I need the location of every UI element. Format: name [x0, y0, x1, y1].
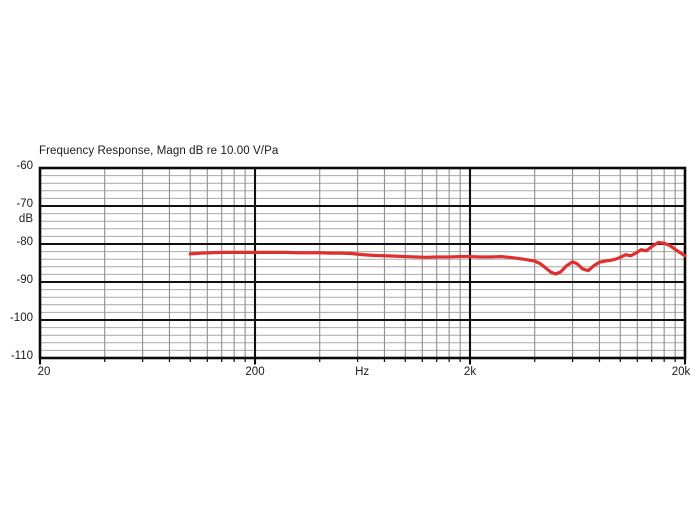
plot-frame [38, 166, 687, 360]
chart-title: Frequency Response, Magn dB re 10.00 V/P… [39, 145, 279, 157]
x-axis-tick-label: 20 [37, 366, 51, 378]
y-axis-tick-label: -100 [9, 312, 33, 324]
y-axis-tick-label: -70 [16, 198, 33, 210]
x-axis-tick-label: 2k [463, 366, 477, 378]
x-axis-tick-label: 20k [671, 366, 691, 378]
x-axis-label: Hz [355, 366, 370, 378]
y-axis-label: dB [18, 213, 33, 226]
major-vertical-gridlines [253, 168, 472, 358]
y-axis-tick-label: -110 [10, 350, 33, 362]
minor-horizontal-gridlines [40, 175, 685, 351]
y-axis-tick-label: -60 [16, 160, 33, 172]
x-axis-tick-label: 200 [245, 366, 265, 378]
major-horizontal-gridlines [40, 166, 685, 360]
y-axis-tick-label: -80 [16, 236, 33, 248]
minor-vertical-gridlines [104, 168, 676, 358]
x-axis-tick-marks [38, 358, 687, 365]
y-axis-tick-label: -90 [16, 274, 33, 286]
response-curve-line [188, 240, 687, 276]
